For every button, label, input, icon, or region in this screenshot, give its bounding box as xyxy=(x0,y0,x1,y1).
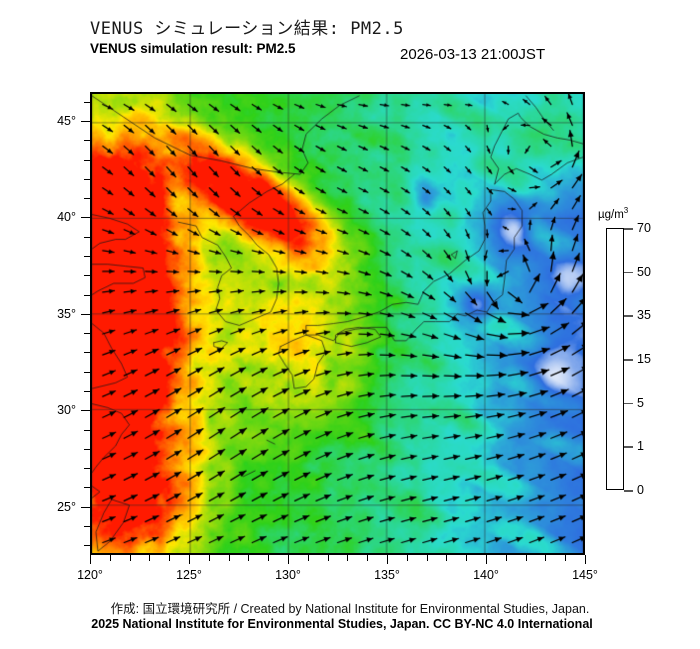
x-axis-major-tick xyxy=(90,555,91,564)
y-axis-minor-tick xyxy=(84,101,90,103)
x-axis-minor-tick xyxy=(545,555,547,561)
x-axis-major-tick xyxy=(387,555,388,564)
colorbar-value-label: 35 xyxy=(637,308,651,323)
y-axis-minor-tick xyxy=(84,429,90,431)
x-axis-minor-tick xyxy=(426,555,428,561)
x-axis-tick-label: 140° xyxy=(473,568,499,582)
page-title-japanese: VENUS シミュレーション結果: PM2.5 xyxy=(90,19,404,39)
y-axis-major-tick xyxy=(81,217,90,219)
footer-license-line: 2025 National Institute for Environmenta… xyxy=(91,617,593,631)
x-axis-minor-tick xyxy=(248,555,250,561)
y-axis-minor-tick xyxy=(84,255,90,257)
colorbar-tick xyxy=(624,315,633,317)
x-axis-minor-tick xyxy=(228,555,230,561)
y-axis-minor-tick xyxy=(84,545,90,547)
colorbar-value-label: 1 xyxy=(637,439,644,454)
coastlines-and-wind-vectors xyxy=(92,94,583,553)
colorbar-tick xyxy=(624,271,633,274)
x-axis-minor-tick xyxy=(446,555,448,561)
x-axis-major-tick xyxy=(189,555,190,564)
footer-credit-line: 作成: 国立環境研究所 / Created by National Instit… xyxy=(110,602,590,616)
y-axis-tick-label: 25° xyxy=(57,499,76,514)
colorbar-tick xyxy=(624,228,633,230)
y-axis-minor-tick xyxy=(84,468,90,470)
x-axis-minor-tick xyxy=(268,555,270,561)
x-axis-minor-tick xyxy=(565,555,567,561)
colorbar-value-label: 50 xyxy=(637,264,651,279)
x-axis-tick-label: 120° xyxy=(77,568,103,582)
x-axis-tick-label: 135° xyxy=(374,568,400,582)
y-axis-minor-tick xyxy=(84,371,90,373)
x-axis-minor-tick xyxy=(149,555,151,561)
x-axis-minor-tick xyxy=(406,555,408,561)
colorbar-tick xyxy=(624,359,633,361)
y-axis-minor-tick xyxy=(84,391,90,393)
x-axis-minor-tick xyxy=(129,555,131,561)
y-axis-minor-tick xyxy=(84,294,90,296)
y-axis-minor-tick xyxy=(84,352,90,354)
y-axis-major-tick xyxy=(81,313,90,315)
page-title-english: VENUS simulation result: PM2.5 xyxy=(90,41,296,56)
x-axis-minor-tick xyxy=(327,555,329,561)
x-axis-minor-tick xyxy=(109,555,111,561)
colorbar-unit-label: µg/m3 xyxy=(598,206,629,221)
x-axis-major-tick xyxy=(288,555,289,564)
colorbar-tick xyxy=(624,402,633,405)
y-axis-major-tick xyxy=(81,410,90,412)
colorbar-value-label: 0 xyxy=(637,483,644,497)
colorbar-tick xyxy=(624,490,633,492)
y-axis-minor-tick xyxy=(84,178,90,180)
colorbar-gradient xyxy=(606,228,624,490)
x-axis-major-tick xyxy=(486,555,487,564)
y-axis-tick-label: 30° xyxy=(57,403,76,418)
y-axis-minor-tick xyxy=(84,448,90,450)
y-axis-minor-tick xyxy=(84,487,90,489)
x-axis-tick-label: 130° xyxy=(275,568,301,582)
y-axis-minor-tick xyxy=(84,236,90,238)
colorbar-value-label: 70 xyxy=(637,221,651,235)
colorbar xyxy=(606,228,624,490)
y-axis-tick-label: 40° xyxy=(57,210,76,225)
x-axis-major-tick xyxy=(585,555,586,564)
x-axis-minor-tick xyxy=(525,555,527,561)
y-axis-major-tick xyxy=(81,506,90,508)
x-axis-minor-tick xyxy=(505,555,507,561)
x-axis-minor-tick xyxy=(466,555,468,561)
y-axis-tick-label: 35° xyxy=(57,306,76,321)
y-axis-minor-tick xyxy=(84,140,90,142)
y-axis-minor-tick xyxy=(84,526,90,528)
x-axis-minor-tick xyxy=(347,555,349,561)
y-axis-minor-tick xyxy=(84,333,90,335)
colorbar-value-label: 5 xyxy=(637,395,644,410)
x-axis-minor-tick xyxy=(367,555,369,561)
y-axis-minor-tick xyxy=(84,159,90,161)
x-axis-minor-tick xyxy=(169,555,171,561)
y-axis-minor-tick xyxy=(84,275,90,277)
x-axis-minor-tick xyxy=(208,555,210,561)
y-axis-minor-tick xyxy=(84,198,90,200)
colorbar-value-label: 15 xyxy=(637,352,651,366)
x-axis-tick-label: 125° xyxy=(176,568,202,582)
y-axis-major-tick xyxy=(81,120,90,122)
x-axis-tick-label: 145° xyxy=(572,568,598,582)
colorbar-tick xyxy=(624,446,633,448)
timestamp-label: 2026-03-13 21:00JST xyxy=(400,46,546,63)
y-axis-tick-label: 45° xyxy=(57,113,76,128)
map-plot-area[interactable] xyxy=(90,92,585,555)
x-axis-minor-tick xyxy=(307,555,309,561)
